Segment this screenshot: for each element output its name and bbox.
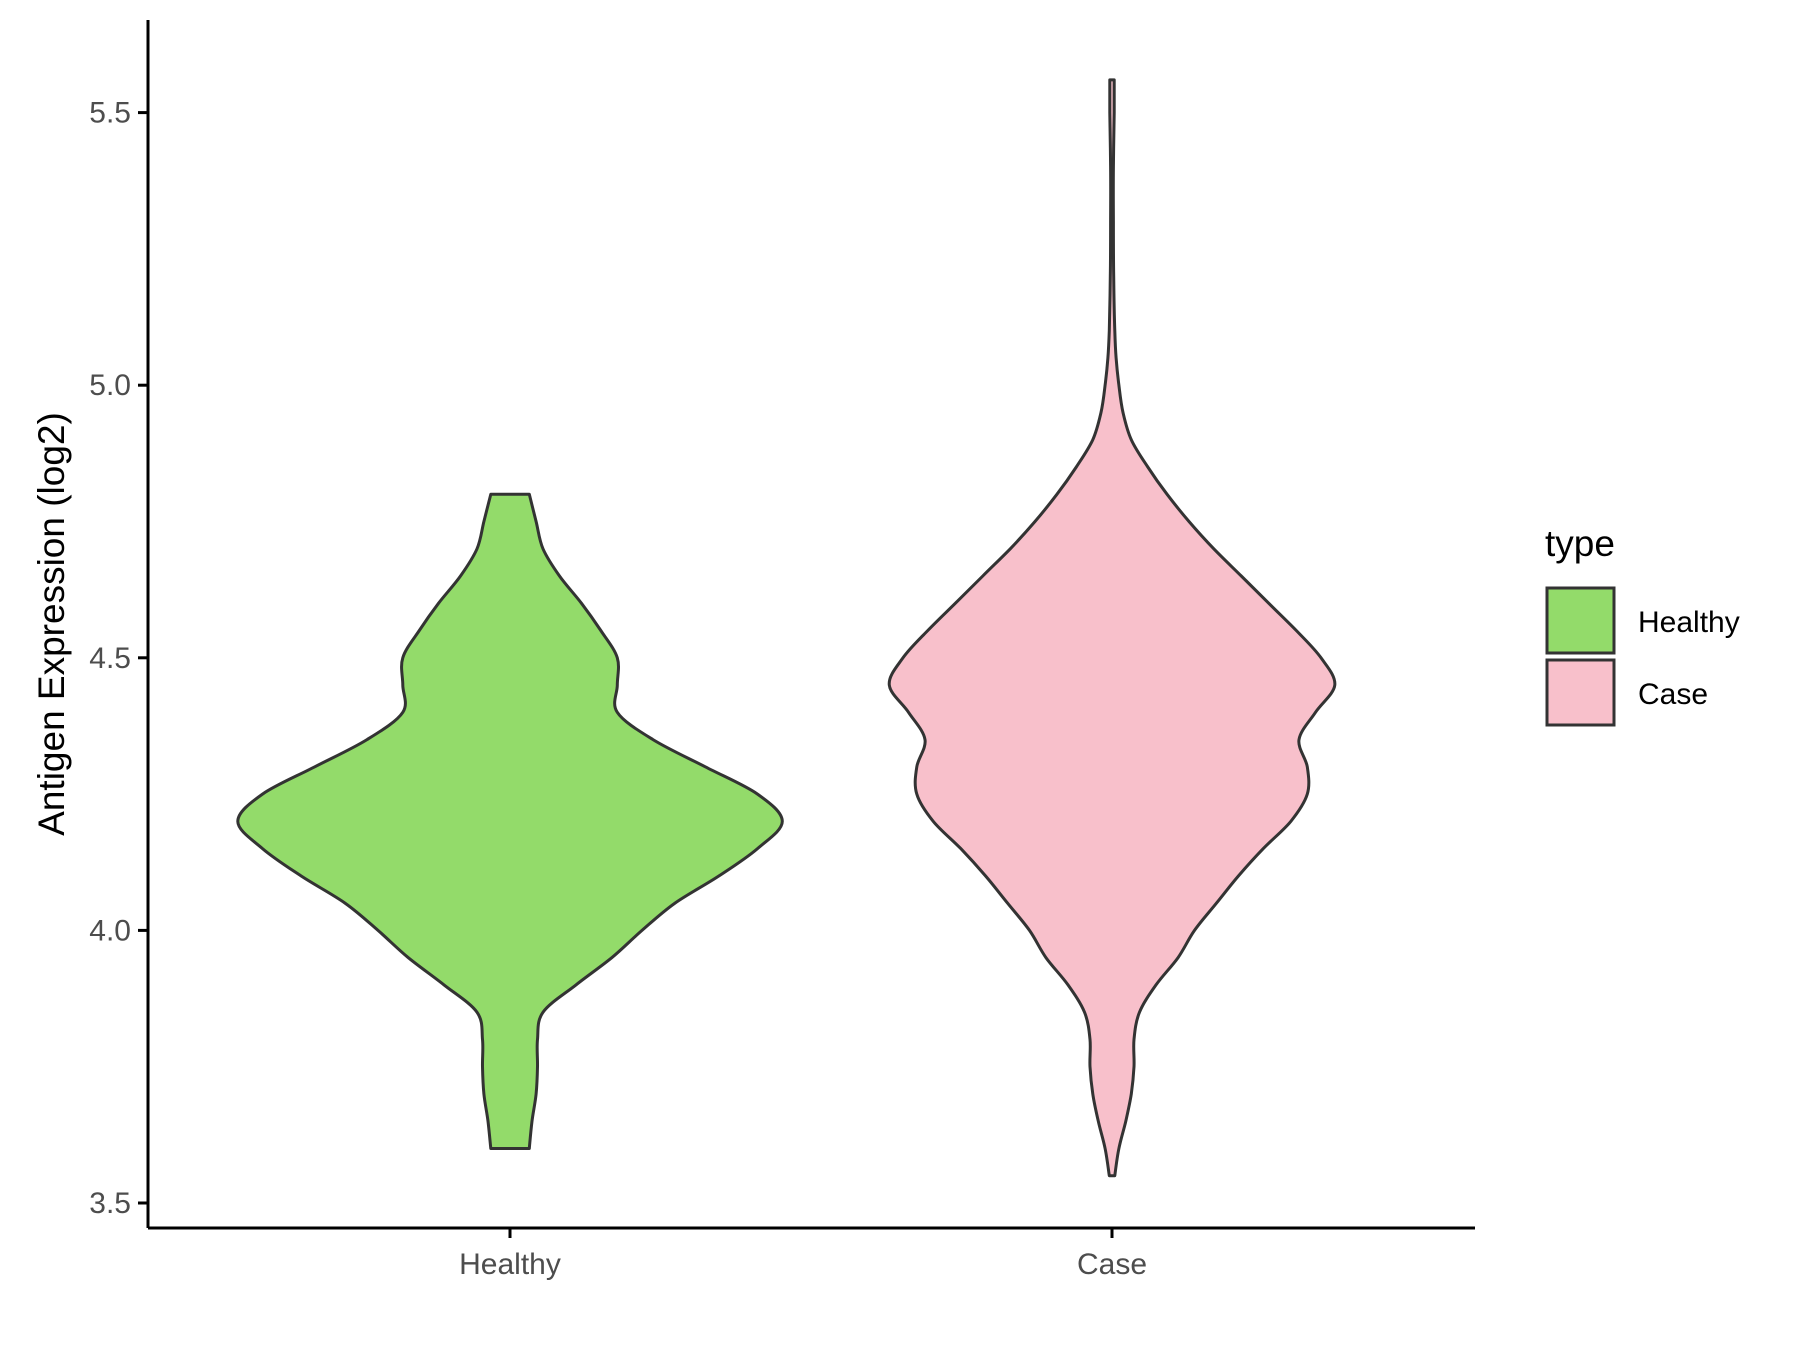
legend-label-case: Case xyxy=(1638,678,1708,711)
legend-key-case xyxy=(1545,658,1616,727)
violin-healthy xyxy=(236,492,784,1150)
y-ticks: 3.5 4.0 4.5 5.0 5.5 xyxy=(89,97,148,1220)
legend-title: type xyxy=(1545,523,1615,564)
y-tick-label: 5.5 xyxy=(89,97,131,130)
y-tick-label: 5.0 xyxy=(89,369,131,402)
x-ticks: Healthy Case xyxy=(459,1228,1147,1281)
violin-layer xyxy=(236,78,1337,1178)
x-tick-label-healthy: Healthy xyxy=(459,1248,561,1281)
legend-entries: Healthy Case xyxy=(1545,586,1740,727)
y-tick-label: 4.0 xyxy=(89,914,131,947)
y-axis-title: Antigen Expression (log2) xyxy=(31,412,72,836)
violin-case xyxy=(887,78,1337,1178)
y-tick-label: 4.5 xyxy=(89,642,131,675)
legend-key-healthy xyxy=(1545,586,1616,655)
y-tick-label: 3.5 xyxy=(89,1187,131,1220)
legend: type Healthy Case xyxy=(1545,523,1740,727)
axes: 3.5 4.0 4.5 5.0 5.5 Healthy Case xyxy=(89,20,1475,1281)
legend-label-healthy: Healthy xyxy=(1638,606,1740,639)
x-tick-label-case: Case xyxy=(1077,1248,1147,1281)
